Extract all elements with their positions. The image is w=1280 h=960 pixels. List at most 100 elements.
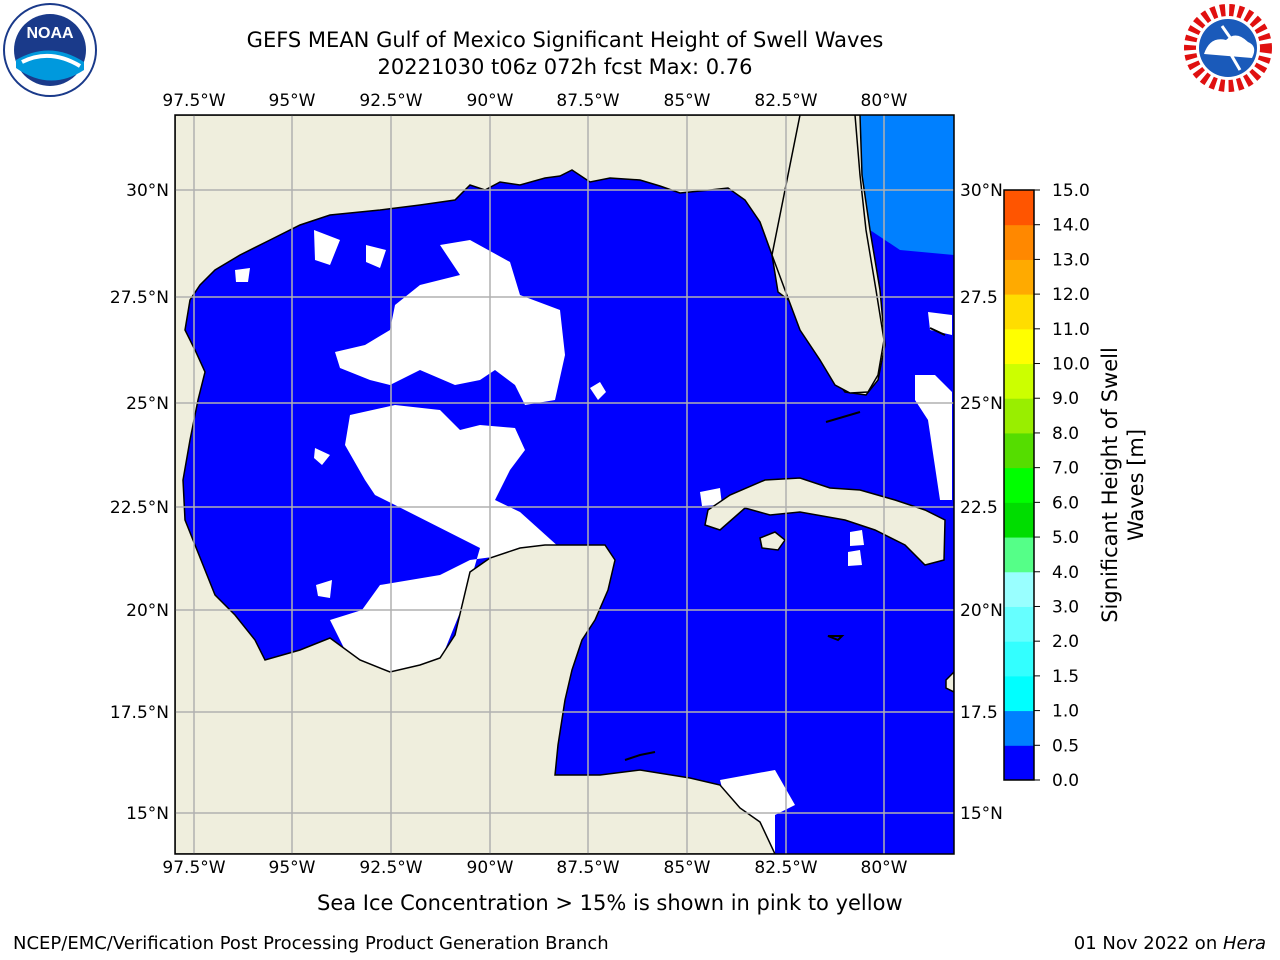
lat-label-right: 15°N: [960, 804, 1003, 824]
missing-data-speck: [590, 382, 606, 400]
lat-label-left: 17.5°N: [110, 703, 169, 723]
land-hispaniola: [945, 670, 954, 693]
colorbar: [1003, 189, 1035, 781]
florida-peninsula: [771, 115, 885, 394]
lat-label-left: 20°N: [126, 601, 169, 621]
colorbar-tick-label: 2.0: [1052, 632, 1079, 652]
lat-label-left: 25°N: [126, 394, 169, 414]
lon-label-bottom: 95°W: [269, 858, 316, 878]
colorbar-tick-label: 13.0: [1052, 250, 1090, 270]
missing-data-speck: [314, 448, 330, 465]
colorbar-frame: [1003, 189, 1035, 781]
lat-label-left: 15°N: [126, 804, 169, 824]
bay-islands: [624, 751, 656, 761]
lon-label-top: 80°W: [861, 91, 908, 111]
colorbar-tick-label: 12.0: [1052, 285, 1090, 305]
missing-data-speck: [235, 268, 250, 282]
noaa-logo: NOAA: [3, 3, 97, 97]
map-frame: [174, 114, 955, 855]
footer-host: Hera: [1222, 933, 1266, 954]
colorbar-swatch: [1004, 606, 1034, 642]
map-subtitle: 20221030 t06z 072h fcst Max: 0.76: [377, 55, 753, 79]
colorbar-swatch: [1004, 328, 1034, 365]
colorbar-title-line2: Waves [m]: [1124, 429, 1148, 541]
land-north-america: [175, 115, 886, 854]
colorbar-swatch: [1004, 641, 1034, 677]
lon-label-bottom: 97.5°W: [162, 858, 225, 878]
graticule: [175, 115, 954, 854]
colorbar-title-line1: Significant Height of Swell: [1098, 347, 1122, 623]
lat-label-left: 27.5°N: [110, 288, 169, 308]
lon-label-top: 87.5°W: [556, 91, 619, 111]
lat-label-right: 20°N: [960, 601, 1003, 621]
missing-data-patch-south: [330, 405, 560, 680]
colorbar-tick-label: 0.0: [1052, 771, 1079, 791]
missing-data-speck: [366, 245, 386, 268]
land-isla-juventud: [759, 531, 787, 551]
colorbar-swatch: [1004, 745, 1034, 781]
missing-data-speck: [848, 550, 862, 566]
colorbar-swatch: [1004, 432, 1034, 469]
lon-label-top: 95°W: [269, 91, 316, 111]
missing-data-speck: [316, 580, 332, 598]
cayman-islands: [827, 635, 845, 642]
lat-label-right: 25°N: [960, 394, 1003, 414]
lon-label-top: 97.5°W: [162, 91, 225, 111]
colorbar-swatch: [1004, 259, 1034, 295]
colorbar-swatch: [1004, 190, 1034, 226]
colorbar-swatch: [1004, 363, 1034, 399]
missing-data-bahamas: [915, 375, 952, 500]
lon-label-bottom: 87.5°W: [556, 858, 619, 878]
footer-date-text: 01 Nov 2022 on: [1073, 933, 1223, 954]
colorbar-tick-label: 0.5: [1052, 736, 1079, 756]
colorbar-tick-label: 6.0: [1052, 493, 1079, 513]
colorbar-tick-label: 4.0: [1052, 563, 1079, 583]
sea-ice-note: Sea Ice Concentration > 15% is shown in …: [317, 891, 903, 915]
map-plot-area: [175, 115, 954, 854]
colorbar-tick-label: 1.5: [1052, 667, 1079, 687]
missing-data-patch: [335, 240, 565, 405]
footer-branch: NCEP/EMC/Verification Post Processing Pr…: [13, 933, 609, 954]
lat-label-right: 27.5: [960, 288, 998, 308]
lat-label-right: 30°N: [960, 181, 1003, 201]
lon-label-bottom: 80°W: [861, 858, 908, 878]
lon-label-top: 90°W: [467, 91, 514, 111]
colorbar-title: Significant Height of Swell Waves [m]: [1098, 347, 1148, 623]
bahamas-islands: [929, 327, 946, 336]
florida-keys: [825, 411, 861, 423]
colorbar-tick-label: 7.0: [1052, 459, 1079, 479]
colorbar-swatch: [1004, 467, 1034, 503]
colorbar-swatch: [1004, 398, 1034, 434]
lon-label-bottom: 82.5°W: [754, 858, 817, 878]
colorbar-swatch: [1004, 710, 1034, 746]
lon-label-top: 92.5°W: [359, 91, 422, 111]
colorbar-tick-label: 1.0: [1052, 702, 1079, 722]
missing-data-speck: [850, 530, 864, 546]
colorbar-tick-label: 9.0: [1052, 389, 1079, 409]
lat-label-left: 22.5°N: [110, 498, 169, 518]
colorbar-swatch: [1004, 537, 1034, 573]
colorbar-tick-label: 14.0: [1052, 216, 1090, 236]
colorbar-ticks: 15.0 14.0 13.0 12.0 11.0 10.0 9.0 8.0 7.0 6.0 5.0 4…: [1034, 181, 1090, 791]
colorbar-tick-label: 11.0: [1052, 320, 1090, 340]
colorbar-tick-label: 3.0: [1052, 597, 1079, 617]
lon-label-bottom: 90°W: [467, 858, 514, 878]
lon-label-bottom: 85°W: [664, 858, 711, 878]
colorbar-tick-label: 15.0: [1052, 181, 1090, 201]
lon-label-top: 82.5°W: [754, 91, 817, 111]
land-cuba: [704, 477, 946, 566]
lon-label-bottom: 92.5°W: [359, 858, 422, 878]
missing-data-speck: [314, 230, 340, 265]
lat-label-right: 17.5: [960, 703, 998, 723]
lat-label-left: 30°N: [126, 181, 169, 201]
footer-date: 01 Nov 2022 on Hera: [1074, 933, 1266, 954]
colorbar-tick-label: 5.0: [1052, 528, 1079, 548]
colorbar-swatch: [1004, 675, 1034, 712]
colorbar-swatch: [1004, 224, 1034, 260]
missing-data-speck: [700, 488, 722, 506]
lon-label-top: 85°W: [664, 91, 711, 111]
colorbar-swatch: [1004, 502, 1034, 538]
nws-logo: [1182, 2, 1274, 94]
colorbar-swatch: [1004, 294, 1034, 330]
